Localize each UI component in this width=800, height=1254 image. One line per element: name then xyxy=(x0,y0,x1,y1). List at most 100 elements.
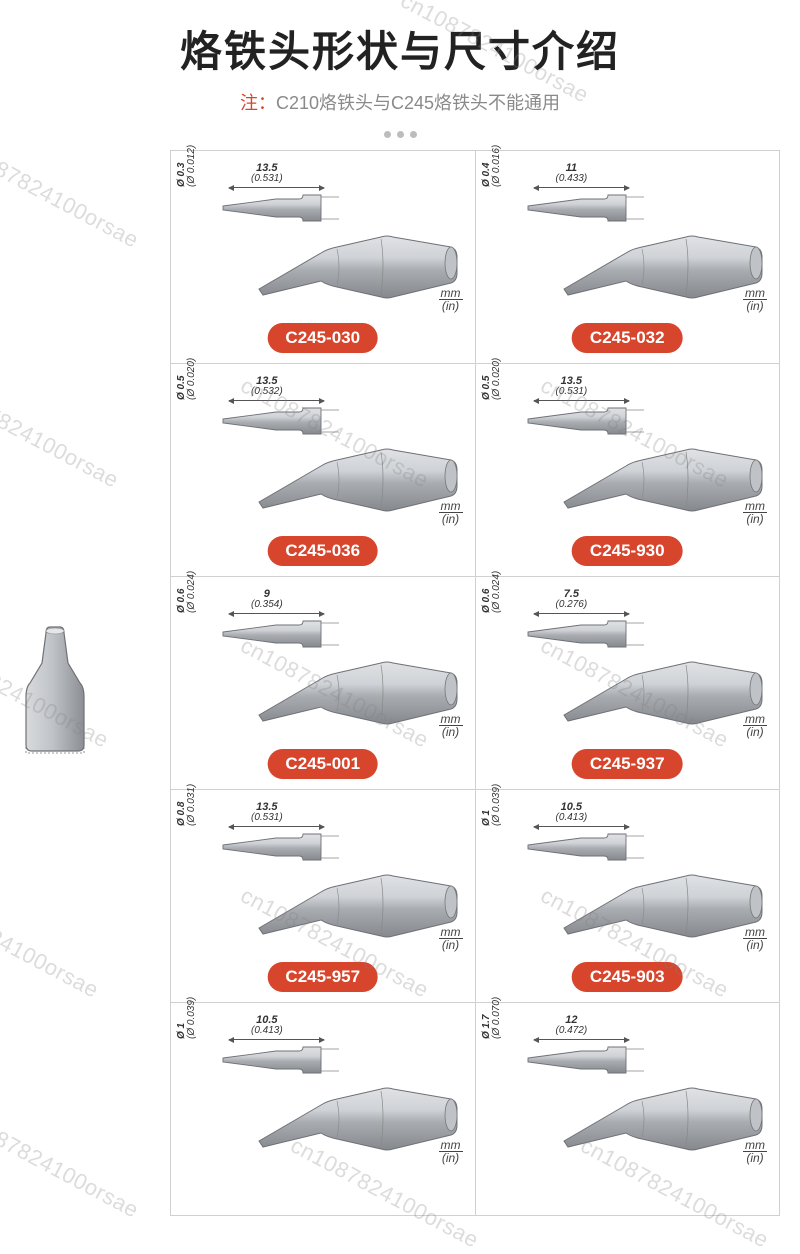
unit-in: (in) xyxy=(743,300,767,312)
tip-top-view-icon xyxy=(526,406,656,436)
tip-perspective-icon xyxy=(251,862,461,942)
unit-label: mm (in) xyxy=(439,926,463,951)
dim-dia-mm: Ø 1 xyxy=(481,810,492,826)
note-text: C210烙铁头与C245烙铁头不能通用 xyxy=(276,93,560,113)
dim-dia-in: (Ø 0.016) xyxy=(491,145,502,187)
tip-diagram: 10.5 (0.413) Ø 1 (Ø 0.039) xyxy=(486,798,666,868)
unit-label: mm (in) xyxy=(439,287,463,312)
tip-perspective-icon xyxy=(556,223,766,303)
tip-perspective-icon xyxy=(556,436,766,516)
dim-diameter: Ø 1 (Ø 0.039) xyxy=(482,784,502,826)
tip-cell: 10.5 (0.413) Ø 1 (Ø 0.039) mm (in) xyxy=(171,1003,476,1216)
tip-top-view-icon xyxy=(221,406,351,436)
tip-top-view-icon xyxy=(221,619,351,649)
unit-label: mm (in) xyxy=(743,1139,767,1164)
dim-arrow-icon xyxy=(534,613,629,614)
tip-top-view-icon xyxy=(221,832,351,862)
dim-length-in: (0.531) xyxy=(556,387,588,397)
dim-arrow-icon xyxy=(229,400,324,401)
tip-diagram: 13.5 (0.531) Ø 0.5 (Ø 0.020) xyxy=(486,372,666,442)
tip-grid: 13.5 (0.531) Ø 0.3 (Ø 0.012) mm (in) C24… xyxy=(170,150,780,1216)
dim-length-in: (0.276) xyxy=(556,600,588,610)
dim-dia-in: (Ø 0.020) xyxy=(491,358,502,400)
dim-length-in: (0.531) xyxy=(251,813,283,823)
model-badge: C245-930 xyxy=(572,536,683,566)
dim-length: 9 (0.354) xyxy=(251,589,283,610)
watermark-text: cn1087824100orsae xyxy=(0,1102,143,1223)
tip-diagram: 7.5 (0.276) Ø 0.6 (Ø 0.024) xyxy=(486,585,666,655)
model-badge: C245-036 xyxy=(267,536,378,566)
unit-in: (in) xyxy=(439,1152,463,1164)
dim-diameter: Ø 0.8 (Ø 0.031) xyxy=(177,784,197,826)
dim-arrow-icon xyxy=(229,187,324,188)
tip-cell: 10.5 (0.413) Ø 1 (Ø 0.039) mm (in) C245-… xyxy=(476,790,781,1003)
dim-length-in: (0.413) xyxy=(556,813,588,823)
unit-in: (in) xyxy=(743,1152,767,1164)
dim-diameter: Ø 0.6 (Ø 0.024) xyxy=(177,571,197,613)
tip-cell: 12 (0.472) Ø 1.7 (Ø 0.070) mm (in) xyxy=(476,1003,781,1216)
unit-in: (in) xyxy=(439,939,463,951)
dim-length: 13.5 (0.532) xyxy=(251,376,283,397)
dim-length: 10.5 (0.413) xyxy=(251,1015,283,1036)
header-section: 烙铁头形状与尺寸介绍 注：C210烙铁头与C245烙铁头不能通用 xyxy=(0,0,800,143)
dim-length-in: (0.433) xyxy=(556,174,588,184)
unit-label: mm (in) xyxy=(743,500,767,525)
unit-in: (in) xyxy=(743,513,767,525)
tip-top-view-icon xyxy=(526,193,656,223)
tip-diagram: 12 (0.472) Ø 1.7 (Ø 0.070) xyxy=(486,1011,666,1081)
dim-dia-in: (Ø 0.020) xyxy=(186,358,197,400)
dim-diameter: Ø 0.6 (Ø 0.024) xyxy=(482,571,502,613)
tip-diagram: 13.5 (0.531) Ø 0.3 (Ø 0.012) xyxy=(181,159,361,229)
dim-length-in: (0.413) xyxy=(251,1026,283,1036)
dim-length: 13.5 (0.531) xyxy=(251,163,283,184)
page-title: 烙铁头形状与尺寸介绍 xyxy=(0,18,800,79)
unit-label: mm (in) xyxy=(743,287,767,312)
tip-top-view-icon xyxy=(221,193,351,223)
tip-perspective-icon xyxy=(556,1075,766,1155)
tip-cell: 9 (0.354) Ø 0.6 (Ø 0.024) mm (in) C245-0… xyxy=(171,577,476,790)
dim-dia-mm: Ø 1.7 xyxy=(481,1015,492,1039)
unit-label: mm (in) xyxy=(439,1139,463,1164)
unit-in: (in) xyxy=(439,300,463,312)
dim-dia-in: (Ø 0.024) xyxy=(491,571,502,613)
dim-dia-mm: Ø 0.6 xyxy=(481,589,492,613)
tip-cell: 13.5 (0.532) Ø 0.5 (Ø 0.020) mm (in) C24… xyxy=(171,364,476,577)
tip-top-view-icon xyxy=(221,1045,351,1075)
unit-in: (in) xyxy=(439,726,463,738)
dim-diameter: Ø 0.5 (Ø 0.020) xyxy=(482,358,502,400)
dim-dia-mm: Ø 0.4 xyxy=(481,163,492,187)
tip-cell: 7.5 (0.276) Ø 0.6 (Ø 0.024) mm (in) C245… xyxy=(476,577,781,790)
watermark-text: cn1087824100orsae xyxy=(0,882,103,1003)
tip-perspective-icon xyxy=(556,649,766,729)
dim-arrow-icon xyxy=(534,400,629,401)
tip-perspective-icon xyxy=(556,862,766,942)
note-label: 注： xyxy=(240,93,276,113)
dim-length: 13.5 (0.531) xyxy=(251,802,283,823)
unit-in: (in) xyxy=(743,939,767,951)
dim-dia-in: (Ø 0.031) xyxy=(186,784,197,826)
dim-length: 12 (0.472) xyxy=(556,1015,588,1036)
unit-label: mm (in) xyxy=(439,500,463,525)
tip-diagram: 11 (0.433) Ø 0.4 (Ø 0.016) xyxy=(486,159,666,229)
divider-dots xyxy=(0,125,800,143)
tip-diagram: 13.5 (0.531) Ø 0.8 (Ø 0.031) xyxy=(181,798,361,868)
dim-length: 13.5 (0.531) xyxy=(556,376,588,397)
dim-dia-in: (Ø 0.039) xyxy=(491,784,502,826)
dim-dia-in: (Ø 0.070) xyxy=(491,997,502,1039)
unit-in: (in) xyxy=(743,726,767,738)
model-badge: C245-030 xyxy=(267,323,378,353)
dim-arrow-icon xyxy=(534,826,629,827)
tip-top-view-icon xyxy=(526,1045,656,1075)
dim-diameter: Ø 0.5 (Ø 0.020) xyxy=(177,358,197,400)
model-badge: C245-032 xyxy=(572,323,683,353)
tip-top-view-icon xyxy=(526,832,656,862)
model-badge: C245-903 xyxy=(572,962,683,992)
dim-arrow-icon xyxy=(229,1039,324,1040)
dim-diameter: Ø 1 (Ø 0.039) xyxy=(177,997,197,1039)
tip-cell: 13.5 (0.531) Ø 0.5 (Ø 0.020) mm (in) C24… xyxy=(476,364,781,577)
dim-diameter: Ø 0.4 (Ø 0.016) xyxy=(482,145,502,187)
model-badge: C245-937 xyxy=(572,749,683,779)
unit-label: mm (in) xyxy=(743,926,767,951)
dim-length-in: (0.472) xyxy=(556,1026,588,1036)
unit-in: (in) xyxy=(439,513,463,525)
